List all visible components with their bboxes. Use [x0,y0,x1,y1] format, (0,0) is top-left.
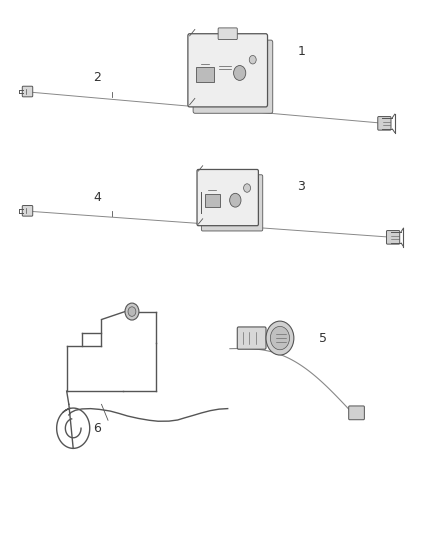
Circle shape [128,307,136,317]
FancyBboxPatch shape [218,28,237,39]
FancyBboxPatch shape [193,40,273,114]
FancyBboxPatch shape [197,169,258,225]
FancyBboxPatch shape [378,117,391,130]
Text: 2: 2 [93,70,101,84]
FancyBboxPatch shape [205,194,220,207]
Circle shape [270,326,290,350]
FancyBboxPatch shape [196,67,214,82]
Text: 5: 5 [319,332,327,344]
Text: 3: 3 [297,181,305,193]
FancyBboxPatch shape [188,34,268,107]
FancyBboxPatch shape [386,231,400,244]
Text: 4: 4 [93,191,101,204]
FancyBboxPatch shape [349,406,364,419]
Circle shape [266,321,294,355]
FancyBboxPatch shape [237,327,266,349]
Circle shape [230,193,241,207]
Circle shape [125,303,139,320]
Circle shape [249,55,256,64]
Circle shape [244,184,251,192]
Text: 6: 6 [93,422,101,435]
Circle shape [233,66,246,80]
FancyBboxPatch shape [201,175,263,231]
Text: 1: 1 [297,45,305,58]
FancyBboxPatch shape [22,206,33,216]
FancyBboxPatch shape [22,86,33,97]
